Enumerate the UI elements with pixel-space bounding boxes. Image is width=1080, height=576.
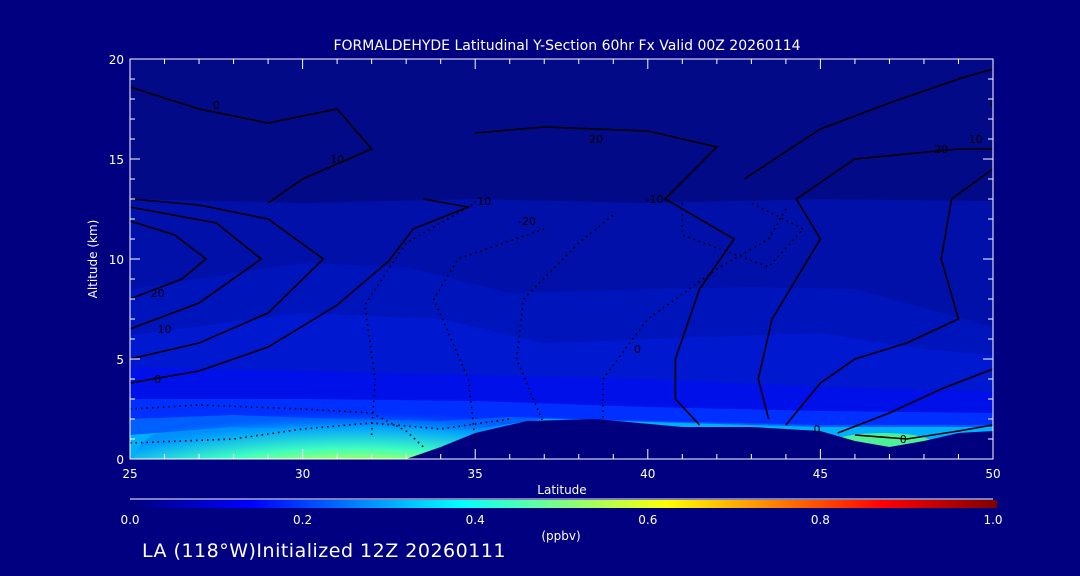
x-tick-label: 35 xyxy=(468,467,483,481)
contour-label: 20 xyxy=(151,287,165,300)
colorbar-tick-label: 0.0 xyxy=(120,513,139,527)
footer-init-info: LA (118°W)Initialized 12Z 20260111 xyxy=(142,540,506,562)
colorbar xyxy=(130,500,997,508)
y-tick-label: 20 xyxy=(109,53,124,67)
colorbar-ticks: 0.0 0.2 0.4 0.6 0.8 1.0 xyxy=(120,513,1002,527)
positive-contour-5 xyxy=(475,126,736,426)
contour-label: -20 xyxy=(518,215,536,228)
terrain xyxy=(406,419,993,459)
positive-contour-4 xyxy=(130,86,373,204)
colorbar-tick-label: 0.8 xyxy=(811,513,830,527)
y-tick-label: 0 xyxy=(116,453,124,467)
contour-label: 0 xyxy=(154,373,161,386)
positive-contour-0 xyxy=(130,198,472,384)
contour-label: 10 xyxy=(158,323,172,336)
contour-label: -10 xyxy=(473,195,491,208)
axes: 25 30 35 40 45 50 0 5 10 15 20 xyxy=(109,53,1001,481)
negative-contour-13 xyxy=(363,202,476,436)
x-tick-label: 30 xyxy=(295,467,310,481)
x-tick-label: 40 xyxy=(640,467,655,481)
positive-contour-2 xyxy=(130,206,263,330)
negative-contour-14 xyxy=(432,228,545,442)
x-tick-label: 45 xyxy=(813,467,828,481)
y-tick-label: 15 xyxy=(109,153,124,167)
contour-lines: 0 10 20 -10 -20 0 10 20 -10 0 0 0 10 20 0 xyxy=(130,68,997,448)
x-axis-label: Latitude xyxy=(537,483,586,497)
contour-label: 20 xyxy=(589,133,603,146)
y-tick-label: 5 xyxy=(116,353,124,367)
contour-label: 0 xyxy=(813,423,820,436)
colorbar-tick-label: 0.6 xyxy=(638,513,657,527)
positive-contour-3 xyxy=(130,220,208,300)
contour-label: 10 xyxy=(969,133,983,146)
positive-contour-10 xyxy=(854,424,993,440)
x-tick-label: 50 xyxy=(985,467,1000,481)
colorbar-tick-label: 0.2 xyxy=(293,513,312,527)
colorbar-tick-label: 1.0 xyxy=(983,513,1002,527)
positive-contour-6 xyxy=(757,148,993,420)
colorbar-unit-label: (ppbv) xyxy=(541,529,580,543)
colorbar-tick-label: 0.4 xyxy=(466,513,485,527)
contour-label: 0 xyxy=(900,433,907,446)
contour-label: -10 xyxy=(646,193,664,206)
positive-contour-9 xyxy=(837,368,993,434)
contour-label: 10 xyxy=(330,153,344,166)
contour-label: 20 xyxy=(934,143,948,156)
contour-label: 0 xyxy=(213,99,220,112)
positive-contour-1 xyxy=(130,198,325,360)
y-tick-label: 10 xyxy=(109,253,124,267)
chart-title: FORMALDEHYDE Latitudinal Y-Section 60hr … xyxy=(333,38,800,54)
x-tick-label: 25 xyxy=(122,467,137,481)
negative-contour-16 xyxy=(602,208,787,423)
y-axis-label: Altitude (km) xyxy=(86,220,100,299)
contour-label: 0 xyxy=(634,343,641,356)
concentration-field xyxy=(130,59,993,459)
contour-label: 0 xyxy=(990,97,997,110)
positive-contour-8 xyxy=(785,168,993,426)
positive-contour-7 xyxy=(744,68,993,180)
